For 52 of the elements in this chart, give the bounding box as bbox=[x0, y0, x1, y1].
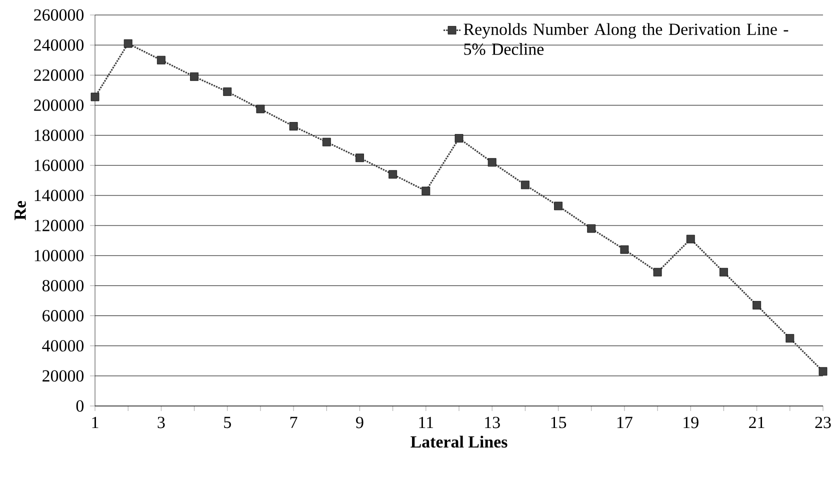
y-tick-label: 100000 bbox=[34, 250, 84, 262]
point bbox=[520, 180, 530, 190]
y-tick-label: 200000 bbox=[34, 100, 84, 111]
point bbox=[388, 170, 398, 179]
x-tick-label: 17 bbox=[617, 416, 632, 428]
point bbox=[653, 268, 662, 276]
point bbox=[488, 158, 496, 167]
point bbox=[190, 72, 198, 81]
point bbox=[356, 154, 364, 162]
y-tick-label: 80000 bbox=[42, 280, 84, 292]
y-tick-label: 220000 bbox=[34, 69, 84, 81]
y-tick-label: 240000 bbox=[34, 39, 84, 51]
point bbox=[620, 245, 629, 254]
point bbox=[720, 268, 728, 276]
point bbox=[156, 56, 166, 64]
point bbox=[818, 367, 828, 376]
x-axis-title: Lateral Lines bbox=[410, 436, 508, 448]
y-tick-label: 160000 bbox=[34, 160, 84, 172]
point bbox=[454, 134, 464, 143]
x-tick-label: 15 bbox=[551, 416, 566, 428]
legend-label: Reynolds Number Along the Derivation Line - 5% Decline bbox=[464, 23, 788, 55]
x-tick-label: 7 bbox=[290, 416, 298, 428]
point bbox=[752, 301, 762, 310]
y-tick-label: 20000 bbox=[42, 370, 84, 382]
x-tick-label: 9 bbox=[356, 416, 364, 428]
x-tick-label: 1 bbox=[92, 416, 98, 428]
x-tick-label: 23 bbox=[815, 416, 831, 428]
point bbox=[322, 138, 331, 146]
point bbox=[422, 186, 430, 196]
y-tick-label: 140000 bbox=[34, 190, 84, 202]
point bbox=[90, 92, 100, 102]
point bbox=[587, 224, 596, 233]
x-tick-label: 11 bbox=[419, 416, 434, 428]
point bbox=[124, 39, 132, 48]
y-tick-label: 60000 bbox=[42, 310, 84, 322]
x-tick-label: 13 bbox=[485, 416, 500, 428]
point bbox=[289, 122, 298, 130]
point bbox=[686, 234, 695, 244]
point bbox=[223, 87, 232, 96]
y-tick-label: 260000 bbox=[34, 9, 84, 21]
x-tick-label: 19 bbox=[684, 416, 698, 428]
point bbox=[256, 104, 265, 114]
x-tick-label: 3 bbox=[158, 416, 165, 428]
y-tick-label: 120000 bbox=[34, 220, 84, 232]
y-tick-label: 180000 bbox=[34, 130, 84, 142]
x-tick-label: 21 bbox=[749, 416, 764, 428]
y-tick-label: 0 bbox=[76, 400, 84, 412]
x-tick-label: 5 bbox=[224, 416, 231, 428]
point bbox=[554, 202, 562, 210]
point bbox=[786, 334, 794, 343]
y-axis-title: Re bbox=[14, 201, 26, 220]
y-tick-label: 40000 bbox=[42, 340, 84, 352]
